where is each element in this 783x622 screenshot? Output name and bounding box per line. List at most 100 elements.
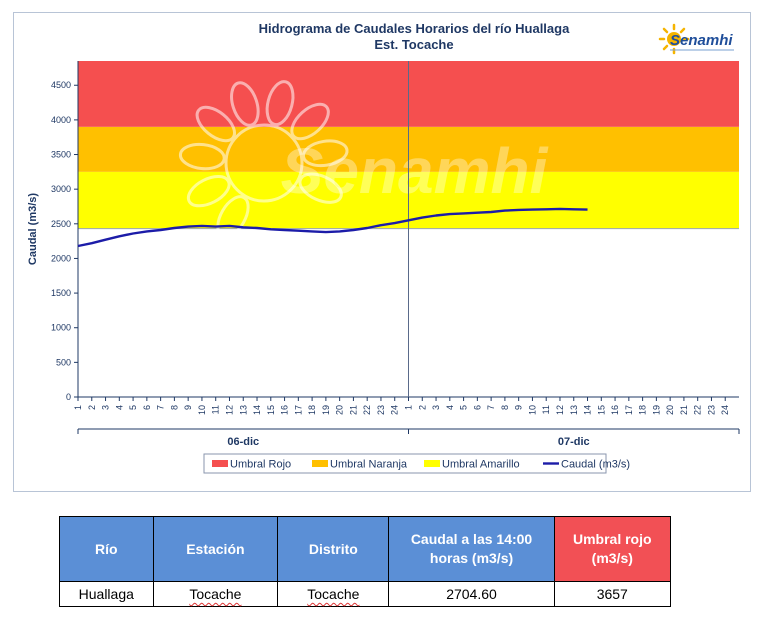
- cell-estacion: Tocache: [189, 586, 242, 602]
- x-tick-label: 8: [500, 405, 510, 410]
- watermark-sun-ray: [195, 105, 237, 143]
- header-estacion: Estación: [152, 516, 279, 582]
- legend-label: Umbral Amarillo: [442, 459, 520, 471]
- watermark-sun-ray: [290, 102, 330, 141]
- y-axis-title: Caudal (m3/s): [27, 193, 39, 265]
- x-tick-label: 8: [169, 405, 179, 410]
- hydrograph-chart: Hidrograma de Caudales Horarios del río …: [27, 21, 740, 474]
- x-tick-label: 18: [638, 405, 648, 415]
- x-tick-label: 9: [514, 405, 524, 410]
- legend-box: [203, 453, 607, 474]
- x-tick-label: 15: [266, 405, 276, 415]
- series-line-caudal: [77, 207, 588, 248]
- y-ticks: 0 500 1000 1500 2000 2500 3000 3500 4000 4500: [51, 80, 78, 402]
- x-tick-label: 12: [555, 405, 565, 415]
- y-tick-label: 4000: [51, 115, 71, 125]
- y-tick-label: 500: [56, 357, 71, 367]
- x-tick-label: 17: [624, 405, 634, 415]
- table-row: Huallaga Tocache Tocache 2704.60 3657: [59, 581, 672, 607]
- chart-frame: Hidrograma de Caudales Horarios del río …: [13, 12, 751, 492]
- watermark-sun-ray: [230, 81, 260, 127]
- x-tick-label: 7: [486, 405, 496, 410]
- watermark-text: Senamhi: [281, 135, 549, 207]
- x-tick-label: 13: [569, 405, 579, 415]
- day-label: 06-dic: [227, 436, 259, 448]
- x-tick-label: 24: [390, 405, 400, 415]
- x-tick-label: 2: [417, 405, 427, 410]
- x-tick-label: 14: [583, 405, 593, 415]
- watermark: Senamhi: [178, 80, 549, 239]
- header-distrito: Distrito: [277, 516, 390, 582]
- x-tick-label: 12: [224, 405, 234, 415]
- x-tick-label: 21: [348, 405, 358, 415]
- x-tick-label: 11: [541, 405, 551, 414]
- x-tick-label: 15: [596, 405, 606, 415]
- x-tick-label: 22: [693, 405, 703, 415]
- y-tick-label: 0: [66, 392, 71, 402]
- day-labels: 06-dic 07-dic: [77, 428, 740, 448]
- x-tick-label: 1: [404, 405, 414, 410]
- x-tick-label: 17: [293, 405, 303, 415]
- chart-title: Hidrograma de Caudales Horarios del río …: [259, 21, 570, 36]
- y-tick-label: 1000: [51, 323, 71, 333]
- x-tick-label: 11: [211, 405, 221, 414]
- x-tick-label: 2: [87, 405, 97, 410]
- watermark-sun-ray: [186, 175, 231, 208]
- x-tick-label: 9: [183, 405, 193, 410]
- sun-icon: [658, 23, 690, 55]
- legend-label: Umbral Naranja: [330, 459, 408, 471]
- watermark-sun-ray: [216, 195, 250, 239]
- y-tick-label: 3000: [51, 184, 71, 194]
- header-rio: Río: [59, 516, 154, 582]
- x-tick-label: 3: [101, 405, 111, 410]
- x-tick-label: 6: [472, 405, 482, 410]
- legend-swatch: [212, 460, 228, 467]
- x-tick-label: 4: [114, 405, 124, 410]
- day-label: 07-dic: [558, 436, 590, 448]
- cell-caudal: 2704.60: [388, 581, 555, 607]
- x-tick-label: 5: [459, 405, 469, 410]
- y-tick-label: 2000: [51, 253, 71, 263]
- summary-table: Río Estación Distrito Caudal a las 14:00…: [59, 516, 672, 607]
- y-tick-label: 3500: [51, 150, 71, 160]
- x-tick-label: 5: [128, 405, 138, 410]
- watermark-sun-ray: [301, 139, 349, 168]
- cell-rio: Huallaga: [59, 581, 154, 607]
- cell-estacion-wrap: Tocache: [152, 581, 279, 607]
- watermark-sun-icon: [178, 80, 349, 239]
- logo-text: Senamhi: [670, 32, 733, 49]
- legend-swatch: [312, 460, 328, 467]
- y-tick-label: 4500: [51, 80, 71, 90]
- cell-umbral-rojo: 3657: [553, 581, 672, 607]
- x-tick-label: 21: [679, 405, 689, 415]
- chart-legend: Umbral Rojo Umbral Naranja Umbral Amarillo…: [203, 453, 630, 474]
- x-tick-label: 16: [610, 405, 620, 415]
- x-tick-label: 7: [156, 405, 166, 410]
- x-tick-label: 10: [527, 405, 537, 415]
- cell-distrito-wrap: Tocache: [277, 581, 390, 607]
- legend-swatch: [424, 460, 440, 467]
- watermark-sun-ray: [298, 172, 343, 204]
- x-tick-label: 4: [445, 405, 455, 410]
- x-tick-label: 13: [238, 405, 248, 415]
- x-tick-label: 19: [651, 405, 661, 415]
- x-tick-label: 3: [431, 405, 441, 410]
- cell-distrito: Tocache: [307, 586, 360, 602]
- header-caudal: Caudal a las 14:00 horas (m3/s): [388, 516, 555, 582]
- x-tick-label: 14: [252, 405, 262, 415]
- watermark-sun-ray: [178, 142, 226, 171]
- x-tick-label: 24: [720, 405, 730, 415]
- table-header-row: Río Estación Distrito Caudal a las 14:00…: [59, 516, 672, 582]
- x-tick-label: 16: [280, 405, 290, 415]
- x-ticks: 1 2 3 4 5 6 7 8 9 10 11 12 13 14 15 16 17 18 19 20 21 22 23 24 1…: [73, 397, 730, 415]
- x-tick-label: 22: [362, 405, 372, 415]
- legend-label: Umbral Rojo: [230, 459, 291, 471]
- watermark-sun-core: [224, 123, 304, 203]
- x-tick-label: 23: [706, 405, 716, 415]
- x-tick-label: 20: [335, 405, 345, 415]
- chart-subtitle: Est. Tocache: [374, 37, 453, 52]
- x-tick-label: 18: [307, 405, 317, 415]
- header-umbral-rojo: Umbral rojo (m3/s): [553, 516, 672, 582]
- x-tick-label: 23: [376, 405, 386, 415]
- series-caudal: [77, 207, 588, 248]
